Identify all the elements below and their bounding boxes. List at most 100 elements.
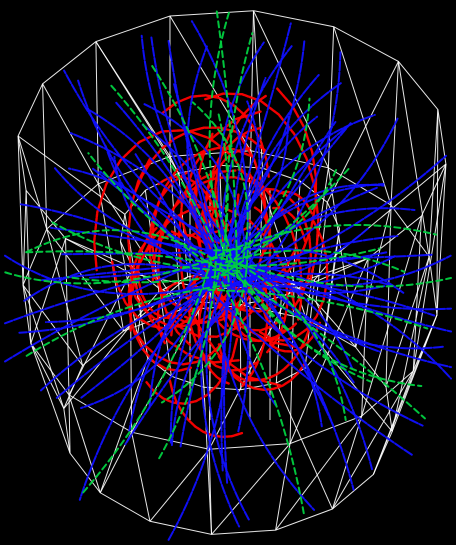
mesh-diagonal: [22, 284, 84, 366]
green-track: [51, 221, 241, 272]
mesh-edge: [97, 183, 125, 332]
green-track: [225, 97, 311, 267]
blue-track: [239, 278, 386, 295]
mesh-diagonal: [208, 283, 295, 450]
mesh-diagonal: [412, 163, 447, 372]
red-track: [277, 190, 313, 215]
mesh-edge: [275, 443, 291, 531]
green-track: [225, 32, 254, 283]
mesh-edge: [68, 394, 101, 493]
green-track: [221, 281, 305, 515]
mesh-edge: [390, 61, 399, 206]
green-track: [240, 264, 347, 421]
blue-track: [92, 167, 212, 283]
mesh-edge: [131, 432, 151, 522]
green-track: [25, 229, 215, 261]
green-track: [191, 101, 249, 260]
mesh-edge: [30, 343, 71, 454]
blue-track: [80, 267, 212, 409]
green-track: [151, 64, 232, 257]
mesh-diagonal: [385, 205, 392, 387]
mesh-spoke: [95, 41, 180, 174]
green-track: [207, 288, 429, 330]
green-track: [219, 247, 381, 267]
mesh-edge: [436, 163, 447, 316]
mesh-diagonal: [397, 61, 430, 257]
blue-track: [228, 117, 399, 278]
blue-track: [205, 275, 250, 521]
blue-track: [241, 270, 452, 311]
green-track: [220, 166, 352, 276]
red-track: [189, 203, 229, 232]
mesh-edge: [25, 190, 32, 344]
green-track: [66, 271, 239, 284]
red-track: [151, 175, 270, 283]
blue-track: [141, 123, 249, 262]
mesh-diagonal: [17, 135, 48, 230]
green-track: [208, 8, 231, 257]
mesh-spoke: [275, 382, 333, 510]
blue-track: [200, 267, 241, 528]
blue-track: [217, 272, 424, 427]
green-track: [219, 256, 452, 288]
mesh-diagonal: [211, 443, 291, 535]
mesh-diagonal: [68, 394, 71, 454]
mesh-edge: [372, 370, 414, 475]
mesh-edge: [17, 136, 24, 286]
mesh-diagonal: [391, 256, 430, 432]
mesh-edge: [327, 26, 335, 168]
red-track: [166, 172, 272, 338]
red-track: [161, 94, 270, 178]
blue-track: [233, 276, 436, 317]
blue-track: [143, 103, 248, 259]
mesh-edge: [42, 83, 48, 230]
mesh-spoke: [17, 135, 126, 215]
wireframe-mesh: [17, 10, 447, 535]
green-track: [208, 224, 438, 261]
red-track: [181, 194, 218, 228]
green-track: [4, 256, 219, 285]
blue-track: [19, 203, 214, 279]
green-track: [235, 272, 423, 387]
blue-track: [217, 41, 265, 267]
mesh-diagonal: [149, 448, 210, 522]
green-track: [79, 260, 212, 497]
blue-track: [232, 82, 342, 271]
mesh-edge: [428, 109, 439, 257]
blue-track: [241, 183, 385, 257]
mesh-diagonal: [275, 415, 363, 531]
blue-track: [80, 283, 211, 399]
mesh-diagonal: [253, 10, 329, 169]
green-track: [160, 249, 249, 404]
mesh-edge: [361, 258, 369, 417]
mesh-diagonal: [289, 258, 369, 444]
green-tracks-group: [4, 8, 452, 515]
blue-track: [115, 101, 222, 269]
mesh-edge: [95, 41, 99, 184]
mesh-diagonal: [333, 26, 392, 206]
blue-track: [23, 263, 210, 302]
red-track: [148, 171, 198, 313]
mesh-diagonal: [22, 190, 27, 286]
blue-track: [170, 281, 245, 447]
mesh-edge: [331, 415, 363, 510]
green-track: [227, 253, 372, 383]
mesh-edge: [289, 284, 295, 444]
blue-track: [244, 51, 342, 290]
blue-track: [124, 285, 246, 446]
green-track: [109, 83, 218, 251]
green-track: [157, 251, 218, 460]
green-track: [87, 152, 224, 273]
mesh-spoke: [99, 357, 149, 493]
green-track: [25, 284, 230, 357]
blue-track: [148, 251, 216, 408]
mesh-edge: [355, 204, 392, 348]
green-track: [26, 250, 243, 270]
blue-track: [113, 155, 215, 279]
blue-track: [231, 259, 452, 380]
blue-track: [85, 107, 214, 260]
blue-track: [216, 100, 261, 257]
blue-track: [236, 121, 337, 287]
blue-track: [220, 266, 234, 472]
